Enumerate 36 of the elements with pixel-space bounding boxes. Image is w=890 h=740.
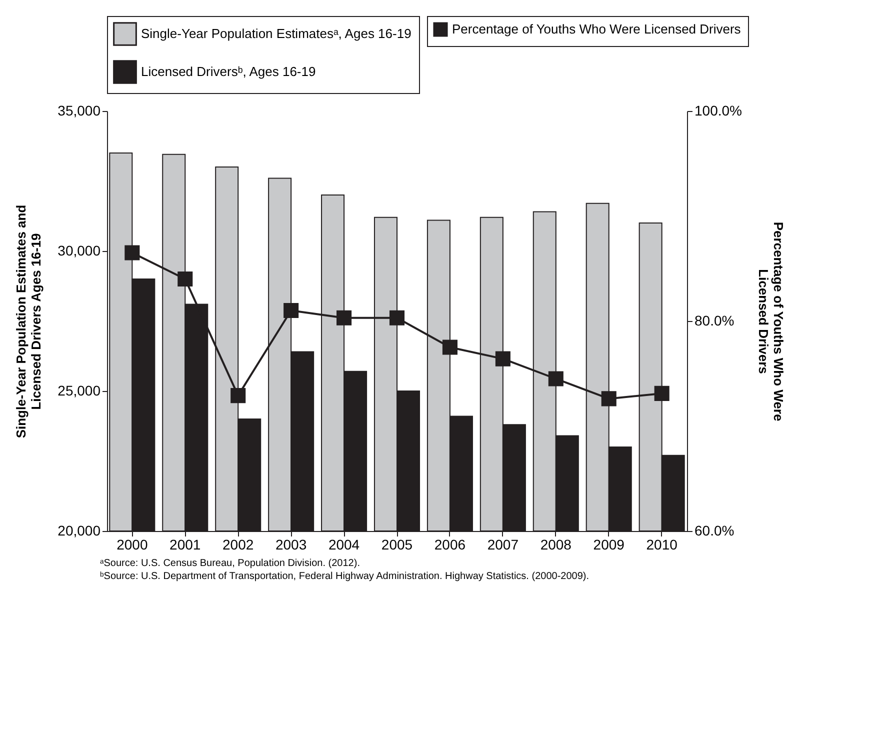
x-tick-label: 2008	[540, 536, 572, 552]
point	[442, 340, 458, 355]
point	[124, 245, 140, 260]
x-tick-label: 2003	[275, 536, 307, 552]
text: ᵇSource: U.S. Department of Transportation, Federal Highway Administration. Highway Statistics. (2000-2009).	[100, 570, 590, 583]
x-tick-label: 2010	[646, 536, 678, 552]
x-tick-label: 2002	[222, 536, 254, 552]
x-tick-label: 2009	[593, 536, 625, 552]
x-tick-label: 2000	[116, 536, 148, 552]
point	[654, 386, 670, 401]
x-tick-label: 2007	[487, 536, 519, 552]
y-tick-label: 35,000	[58, 102, 101, 118]
point	[284, 302, 299, 318]
point	[601, 391, 616, 406]
legend-label: Percentage of Youths Who Were Licensed Drivers	[452, 22, 742, 36]
x-tick-label: 2004	[328, 536, 360, 552]
y2-tick-label: 80.0%	[694, 312, 734, 328]
x-tick-label: 2001	[170, 536, 201, 552]
y-axis-title: Single-Year Population Estimates and Licensed Drivers Ages 16-19	[14, 204, 44, 438]
text: ᵃSource: U.S. Census Bureau, Population Division. (2012).	[100, 557, 361, 570]
legend-label: Licensed Driversᵇ, Ages 16-19	[141, 64, 316, 79]
y-tick-label: 25,000	[58, 382, 101, 398]
y2-tick-label: 100.0%	[694, 102, 742, 118]
point	[495, 351, 510, 366]
x-tick-label: 2005	[381, 536, 413, 552]
point	[389, 310, 405, 326]
point	[178, 271, 193, 287]
point	[230, 388, 246, 404]
legend-label: Single-Year Population Estimatesᵃ, Ages 16-19	[141, 26, 412, 41]
y2-tick-label: 60.0%	[694, 522, 734, 538]
y-tick-label: 30,000	[58, 242, 101, 258]
y-tick-label: 20,000	[58, 522, 101, 538]
point	[336, 310, 352, 326]
x-tick-label: 2006	[434, 536, 466, 552]
point	[548, 371, 564, 386]
y2-axis-title: Percentage of Youths Who Were Licensed Drivers	[756, 222, 786, 422]
